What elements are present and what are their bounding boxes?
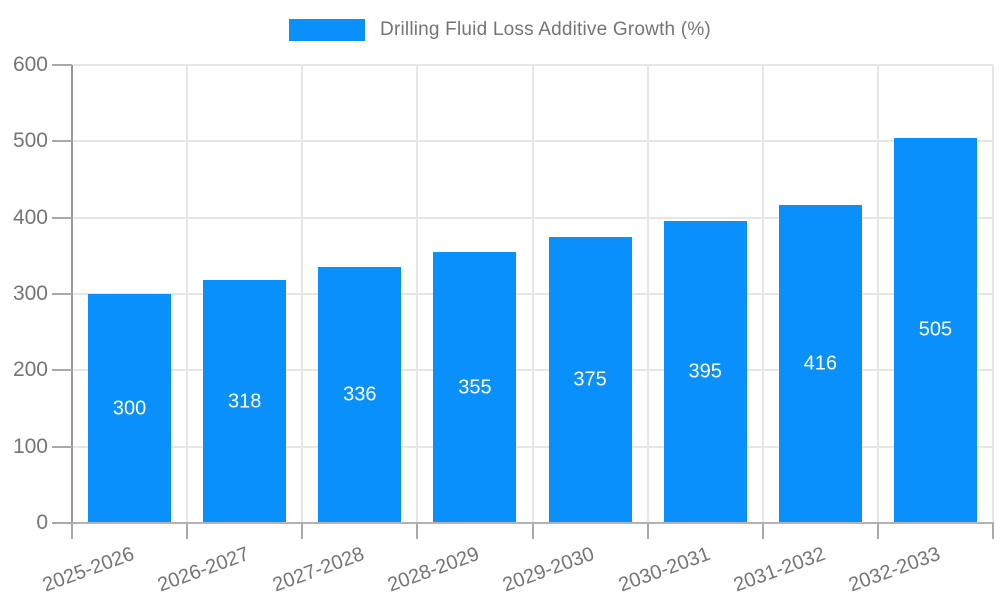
bar-value-label: 300 — [112, 397, 147, 419]
y-tick — [52, 522, 72, 524]
x-category-label: 2028-2029 — [385, 543, 483, 597]
bar-value-label: 505 — [918, 318, 953, 341]
bar-value-label: 416 — [803, 352, 837, 375]
v-gridline — [186, 65, 189, 523]
y-tick — [52, 64, 72, 66]
bar-2028-2029[interactable]: 355 — [433, 252, 517, 523]
bar-2030-2031[interactable]: 395 — [663, 221, 747, 523]
x-tick — [761, 523, 764, 539]
y-tick-label: 600 — [12, 53, 48, 76]
x-category-label: 2026-2027 — [154, 543, 253, 597]
bar-value-label: 336 — [343, 383, 377, 406]
x-category-label: 2032-2033 — [845, 543, 943, 597]
y-tick-label: 500 — [12, 129, 48, 153]
bar-2031-2032[interactable]: 416 — [778, 205, 862, 523]
v-gridline — [992, 65, 994, 523]
v-gridline — [531, 65, 534, 523]
v-gridline — [876, 65, 879, 523]
legend[interactable]: Drilling Fluid Loss Additive Growth (%) — [0, 19, 1000, 41]
x-tick — [186, 523, 189, 539]
bar-2026-2027[interactable]: 318 — [203, 280, 287, 523]
x-tick — [646, 523, 649, 539]
bar-value-label: 395 — [688, 360, 722, 383]
plot-area: 300 318 336 355 375 395 416 505 — [72, 64, 994, 523]
y-tick-label: 300 — [12, 282, 48, 305]
bar-2029-2030[interactable]: 375 — [548, 236, 632, 523]
bar-value-label: 355 — [458, 376, 492, 398]
bar-2027-2028[interactable]: 336 — [318, 266, 402, 523]
y-axis-line — [71, 65, 73, 525]
y-tick — [52, 369, 72, 372]
x-category-label: 2030-2031 — [615, 543, 713, 597]
y-tick — [52, 140, 72, 143]
x-category-label: 2029-2030 — [500, 543, 598, 597]
x-tick — [71, 523, 73, 539]
v-gridline — [416, 65, 419, 523]
x-tick — [301, 523, 304, 539]
bar-2025-2026[interactable]: 300 — [88, 294, 172, 523]
v-gridline — [761, 65, 764, 523]
v-gridline — [646, 65, 649, 523]
x-category-label: 2027-2028 — [269, 543, 368, 597]
bar-value-label: 375 — [573, 368, 607, 391]
x-tick — [876, 523, 879, 539]
x-category-label: 2031-2032 — [730, 543, 828, 597]
x-tick — [992, 523, 994, 539]
x-tick — [416, 523, 419, 539]
y-tick-label: 100 — [12, 434, 48, 458]
y-tick — [52, 445, 72, 448]
y-tick-label: 400 — [12, 205, 48, 229]
y-tick — [52, 216, 72, 219]
y-tick-label: 200 — [12, 358, 48, 382]
v-gridline — [301, 65, 304, 523]
y-tick-label: 0 — [36, 511, 48, 534]
bar-2032-2033[interactable]: 505 — [893, 137, 977, 523]
bar-value-label: 318 — [228, 390, 262, 413]
x-category-label: 2025-2026 — [39, 543, 138, 597]
x-tick — [531, 523, 534, 539]
legend-swatch — [289, 19, 366, 41]
legend-label: Drilling Fluid Loss Additive Growth (%) — [380, 19, 711, 40]
y-tick — [52, 293, 72, 295]
